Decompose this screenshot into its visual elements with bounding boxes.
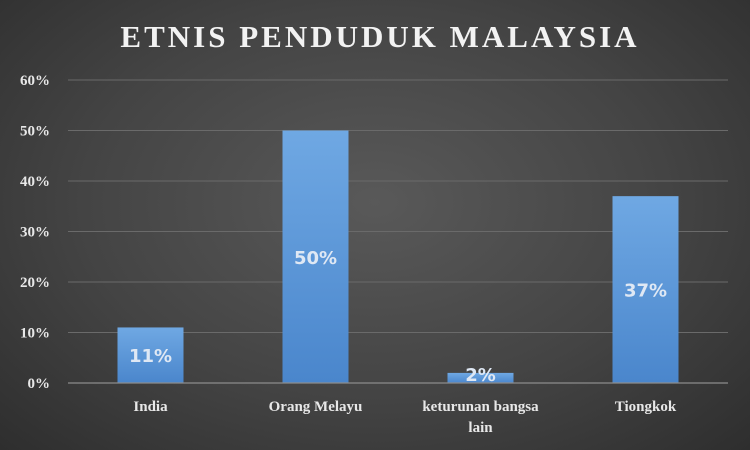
x-tick-label: Tiongkok <box>615 399 677 415</box>
data-label: 2% <box>465 365 496 386</box>
y-tick-label: 40% <box>20 174 50 190</box>
data-label: 11% <box>129 346 172 367</box>
y-tick-label: 50% <box>20 124 50 140</box>
y-tick-label: 0% <box>28 376 51 392</box>
y-tick-label: 30% <box>20 225 50 241</box>
y-tick-label: 60% <box>20 73 50 89</box>
x-tick-label: Orang Melayu <box>269 399 363 415</box>
y-tick-label: 20% <box>20 275 50 291</box>
bar <box>447 372 514 383</box>
y-axis: 0% 10% 20% 30% 40% 50% 60% <box>20 73 50 392</box>
data-label: 37% <box>624 281 667 302</box>
y-tick-label: 10% <box>20 326 50 342</box>
data-label: 50% <box>294 248 337 269</box>
bars: 11% 50% 2% 37% <box>117 130 679 386</box>
chart-title: ETNIS PENDUDUK MALAYSIA <box>120 19 639 54</box>
x-axis: India Orang Melayu keturunan bangsa lain Tio… <box>68 382 728 436</box>
bar <box>282 130 349 383</box>
x-tick-label: India <box>133 399 168 415</box>
bar <box>612 196 679 383</box>
x-tick-label: keturunan bangsa lain <box>422 399 539 436</box>
bar <box>117 327 184 383</box>
